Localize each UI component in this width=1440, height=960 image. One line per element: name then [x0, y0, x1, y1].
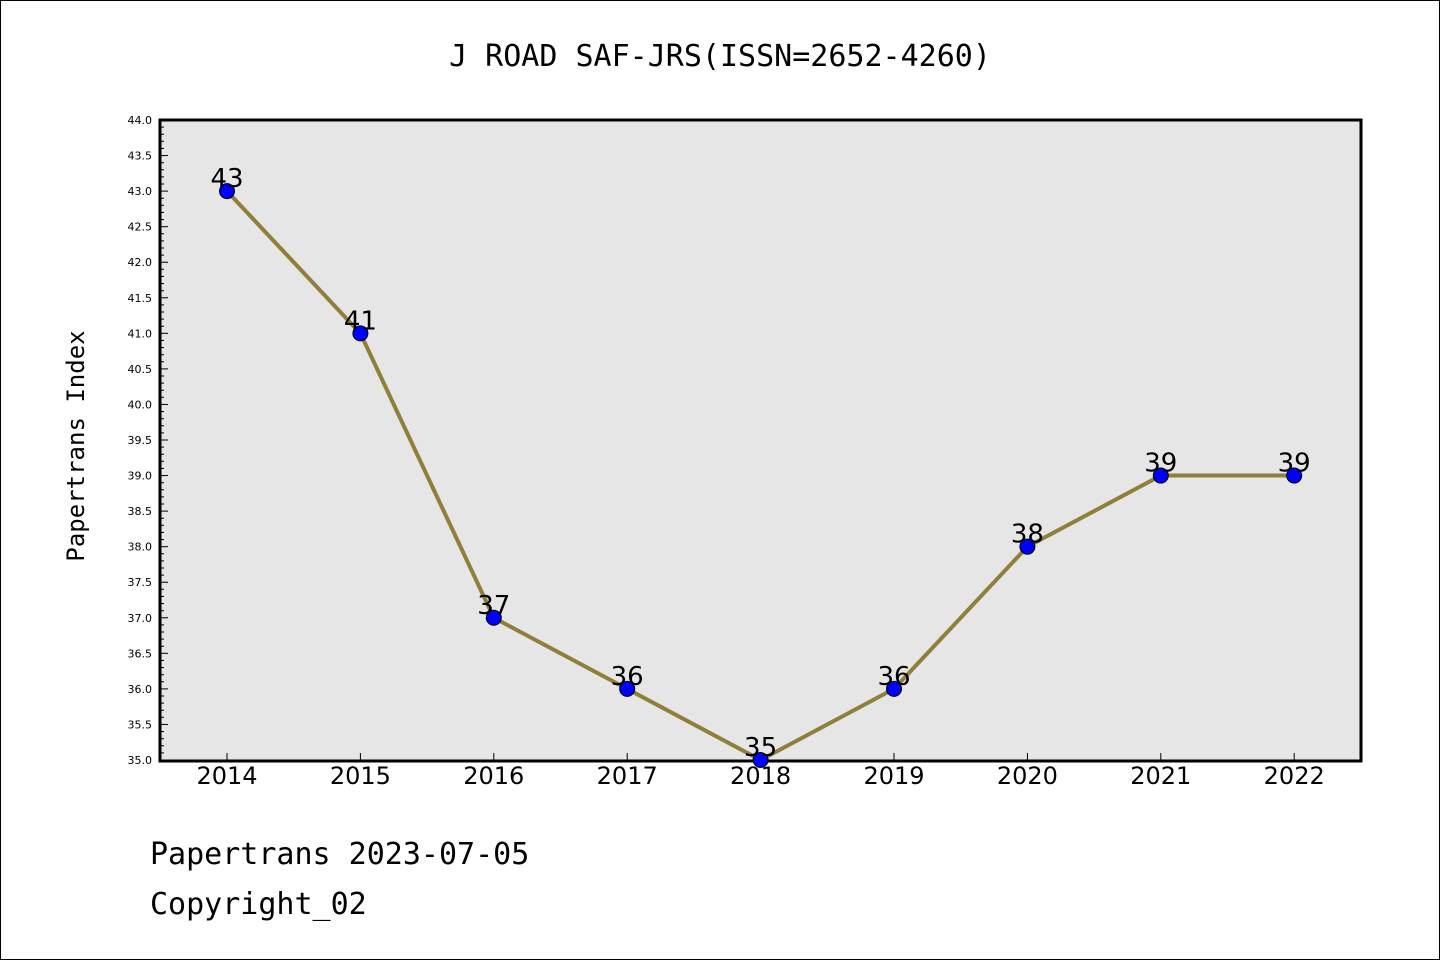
y-tick-label: 38.0 [128, 541, 153, 554]
x-tick-label: 2020 [997, 762, 1058, 790]
chart-title: J ROAD SAF-JRS(ISSN=2652-4260) [449, 39, 991, 74]
data-point [1286, 467, 1303, 484]
y-tick-label: 43.0 [128, 185, 153, 198]
y-tick-label: 43.5 [128, 150, 153, 163]
y-tick-label: 44.0 [128, 114, 153, 127]
data-point [1019, 538, 1036, 555]
y-tick-label: 35.0 [128, 754, 153, 767]
data-point [352, 325, 369, 342]
y-tick-label: 39.5 [128, 434, 153, 447]
y-tick-label: 42.5 [128, 221, 153, 234]
y-tick-label: 42.0 [128, 256, 153, 269]
y-tick-label: 41.5 [128, 292, 153, 305]
data-point [752, 752, 769, 768]
data-label: 36 [611, 662, 644, 692]
y-tick-label: 40.0 [128, 398, 153, 411]
x-tick-label: 2021 [1130, 762, 1191, 790]
y-tick-label: 37.0 [128, 612, 153, 625]
x-tick-label: 2022 [1264, 762, 1325, 790]
data-point [886, 680, 902, 697]
footer-date: Papertrans 2023-07-05 [150, 837, 529, 872]
data-label: 41 [344, 306, 377, 336]
series-group [219, 183, 1303, 768]
data-point [485, 609, 502, 626]
data-label: 37 [477, 591, 510, 621]
y-tick-label: 35.5 [128, 718, 153, 731]
footer-copyright: Copyright_02 [150, 887, 367, 922]
x-tick-label: 2015 [330, 762, 391, 790]
y-tick-label: 40.5 [128, 363, 153, 376]
data-point [219, 183, 235, 200]
y-tick-label: 41.0 [128, 327, 153, 340]
y-tick-label: 36.5 [128, 647, 153, 660]
data-point [619, 680, 636, 697]
data-label: 43 [210, 164, 243, 194]
x-axis: 2014 2015 2016 2017 2018 2019 2020 2021 2022 [196, 753, 1325, 790]
data-label: 35 [744, 733, 777, 763]
y-tick-label: 38.5 [128, 505, 153, 518]
data-label: 36 [877, 662, 910, 692]
data-label: 39 [1278, 449, 1311, 479]
y-tick-label: 39.0 [128, 470, 153, 483]
y-axis: 35.0 35.5 36.0 36.5 37.0 37.5 38.0 38.5 39.0 39.5… [128, 114, 168, 767]
plot-area [158, 118, 1363, 763]
x-tick-label: 2019 [863, 762, 924, 790]
data-point [1152, 467, 1169, 484]
y-tick-label: 37.5 [128, 576, 153, 589]
x-tick-label: 2014 [196, 762, 257, 790]
data-label: 38 [1011, 520, 1044, 550]
x-tick-label: 2017 [597, 762, 658, 790]
data-label: 39 [1144, 449, 1177, 479]
y-tick-label: 36.0 [128, 683, 153, 696]
data-label-group: 43 41 37 36 35 36 38 39 39 [210, 164, 1310, 763]
x-tick-label: 2016 [463, 762, 524, 790]
y-axis-label: Papertrans Index [62, 330, 90, 561]
